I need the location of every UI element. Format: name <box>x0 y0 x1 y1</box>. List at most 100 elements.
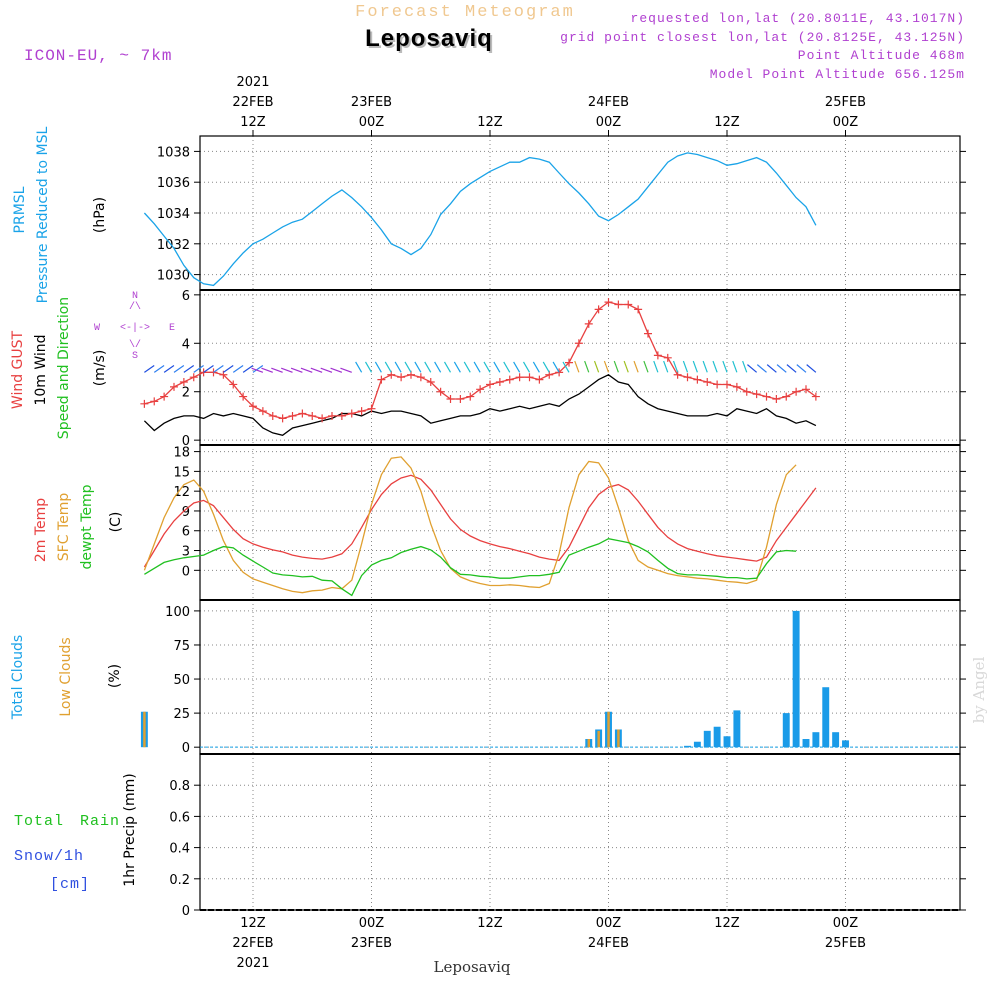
wind-direction-arrow <box>251 367 264 373</box>
y-tick-label-pressure: 1038 <box>157 145 190 160</box>
wind-gust-marker <box>574 339 583 348</box>
y-tick-label-pressure: 1032 <box>157 238 190 253</box>
wind-direction-arrow <box>153 364 165 373</box>
compass-s: S <box>132 351 138 362</box>
total-cloud-bar <box>684 745 691 748</box>
wind-direction-arrow <box>643 360 649 373</box>
wind-direction-arrow <box>672 360 679 373</box>
panel-frame-wind <box>199 289 961 446</box>
wind-direction-arrow <box>290 367 303 373</box>
wind-gust-marker <box>693 375 702 384</box>
y-tick-label-wind: 4 <box>182 337 190 352</box>
wind-gust-marker <box>288 411 297 420</box>
wind-direction-arrow <box>786 364 797 373</box>
wind-direction-arrow <box>542 361 550 373</box>
wind-direction-arrow <box>213 364 224 373</box>
wind-direction-arrow <box>340 367 352 373</box>
wind-gust-marker <box>663 353 672 362</box>
top-time-label: 24FEB <box>588 95 629 110</box>
wind-unit: (m/s) <box>92 350 108 387</box>
top-time-label: 2021 <box>236 75 269 90</box>
wind-direction-arrow <box>261 367 273 373</box>
compass-up: /\ <box>129 301 141 313</box>
total-cloud-bar <box>832 732 840 748</box>
wind-direction-arrow <box>503 361 511 373</box>
wind-direction-arrow <box>252 364 264 373</box>
wind-gust-marker <box>811 392 820 401</box>
wind-gust-marker <box>160 392 169 401</box>
wind-direction-arrow <box>453 361 461 373</box>
wind-gust-marker <box>229 380 238 389</box>
wind-direction-arrow <box>532 361 540 373</box>
wind-gust-marker <box>515 373 524 382</box>
y-tick-label-pressure: 1036 <box>157 176 190 191</box>
y-tick-label-temperature: 0 <box>182 564 190 579</box>
wind-direction-arrow <box>692 360 698 373</box>
wind-direction-arrow <box>374 361 382 373</box>
wind-direction-arrow <box>394 361 402 373</box>
y-tick-label-temperature: 12 <box>173 485 190 500</box>
wind-gust-marker <box>249 402 257 411</box>
wind-gust-marker <box>732 382 741 391</box>
top-time-label: 00Z <box>596 115 622 130</box>
wind-gust-marker <box>584 319 593 328</box>
total-cloud-bar <box>822 687 830 748</box>
bottom-time-label: 00Z <box>359 916 385 931</box>
wind-direction-arrow <box>473 361 481 373</box>
wind-direction-label: Speed and Direction <box>56 297 72 439</box>
wind-gust-marker <box>209 368 218 377</box>
compass-w: W <box>94 323 100 334</box>
wind-gust-marker <box>653 351 662 360</box>
top-time-label: 12Z <box>714 115 740 130</box>
wind-direction-arrow <box>742 360 748 373</box>
total-cloud-bar <box>733 710 741 748</box>
low-cloud-bar <box>143 711 146 748</box>
wind-gust-marker <box>683 373 692 382</box>
wind-direction-arrow <box>443 361 452 373</box>
wind-direction-arrow <box>522 361 531 373</box>
wind-gust-marker <box>357 407 366 416</box>
wind-direction-arrow <box>163 364 175 373</box>
wind-direction-arrow <box>574 360 580 373</box>
wind-gust-marker <box>525 373 534 382</box>
t2m-label: 2m Temp <box>33 498 49 562</box>
wind-gust-marker <box>456 394 465 403</box>
wind-gust-marker <box>426 378 435 387</box>
wind-gust-marker <box>397 373 406 382</box>
wind-direction-arrow <box>232 364 244 373</box>
wind-direction-arrow <box>623 360 629 373</box>
wind-gust-marker <box>328 411 336 420</box>
wind-direction-arrow <box>384 361 392 373</box>
wind-direction-arrow <box>613 360 619 373</box>
pressure-unit: (hPa) <box>92 197 108 233</box>
prmsl-line <box>143 152 817 287</box>
bottom-time-label: 00Z <box>596 916 622 931</box>
model-point-altitude: Model Point Altitude 656.125m <box>710 67 965 82</box>
y-tick-label-clouds: 25 <box>173 707 190 722</box>
low-cloud-bar <box>617 729 620 748</box>
snow-label: Snow/1h <box>14 848 84 865</box>
wind-direction-arrow <box>603 360 610 373</box>
wind-gust-marker <box>594 305 603 314</box>
top-time-label: 12Z <box>477 115 503 130</box>
wind-direction-arrow <box>712 360 718 373</box>
total-cloud-bar <box>812 732 820 748</box>
total-cloud-bar <box>842 740 849 748</box>
clouds-unit: (%) <box>107 664 123 688</box>
chart-marks: 1030103210341036103802460369121518025507… <box>140 75 966 971</box>
wind-gust-marker <box>268 411 277 420</box>
y-tick-label-precipitation: 0.4 <box>169 842 190 857</box>
y-tick-label-temperature: 9 <box>182 505 190 520</box>
wind-direction-arrow <box>144 364 155 373</box>
top-time-label: 00Z <box>359 115 385 130</box>
top-time-label: 22FEB <box>232 95 273 110</box>
wind-direction-arrow <box>776 364 787 373</box>
wind-direction-arrow <box>424 361 432 373</box>
wind-10m-line <box>143 374 817 437</box>
wind-gust-marker <box>258 407 267 416</box>
low-cloud-bar <box>607 711 610 748</box>
wind-direction-arrow <box>722 360 728 373</box>
wind-direction-arrow <box>173 364 185 373</box>
y-tick-label-temperature: 3 <box>182 545 190 560</box>
compass-down: \/ <box>129 339 141 351</box>
